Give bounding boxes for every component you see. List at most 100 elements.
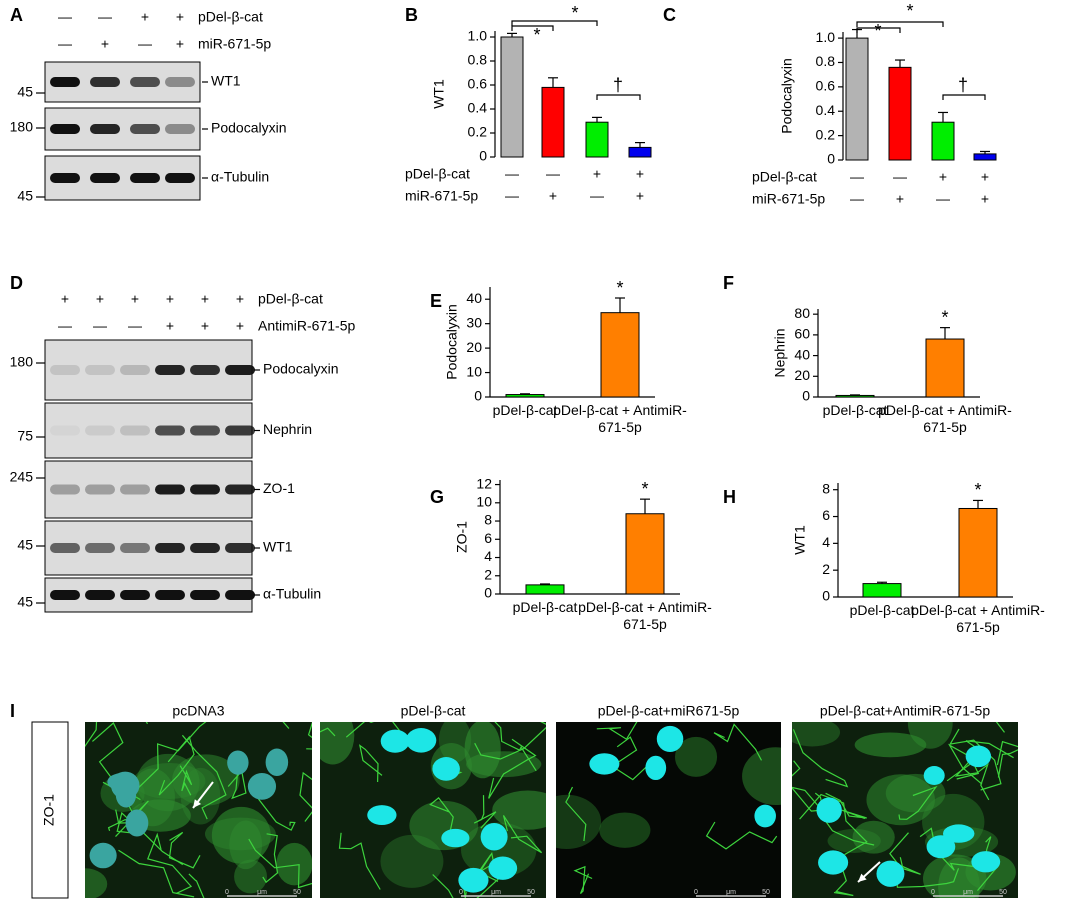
annotation: * (874, 21, 881, 41)
nucleus (405, 728, 437, 753)
scale-label: 50 (762, 889, 770, 896)
blot-band (190, 484, 220, 495)
bar (931, 121, 955, 161)
bar (505, 394, 545, 398)
blot-band (50, 365, 80, 375)
junction (889, 832, 921, 875)
nucleus (432, 757, 460, 781)
junction (179, 765, 193, 796)
blot-band (50, 173, 80, 183)
junction (299, 771, 312, 822)
y-tick-label: 10 (466, 363, 482, 379)
category-sign: — (590, 188, 604, 204)
category-sign: — (546, 166, 560, 182)
blot-band (190, 365, 220, 375)
bar (973, 153, 997, 161)
cytoplasm (938, 857, 981, 898)
nucleus (110, 771, 140, 800)
panel-label: A (10, 5, 23, 25)
size-marker: 45 (17, 188, 33, 204)
y-tick-label: 0.8 (816, 53, 836, 69)
bar (628, 146, 652, 158)
junction (947, 743, 983, 785)
blot-band (85, 484, 115, 495)
junction (262, 833, 279, 884)
blot-band (225, 543, 255, 553)
blot-band (120, 484, 150, 495)
category-box: pDel-β-cat + AntimiR-671-5p (578, 599, 712, 632)
cytoplasm (276, 842, 312, 886)
condition-label: miR-671-5p (198, 36, 271, 52)
condition-sign: + (131, 291, 139, 307)
bar (541, 86, 565, 158)
category-label: pDel-β-cat + AntimiR-671-5p (911, 602, 1045, 635)
scale-label: 0 (694, 889, 698, 896)
panel-label: C (663, 5, 676, 25)
cytoplasm (742, 747, 781, 806)
category-box: pDel-β-cat (823, 402, 888, 418)
y-tick-label: 30 (466, 314, 482, 330)
blot-band (165, 124, 195, 134)
junction (814, 792, 875, 846)
bar (925, 338, 965, 398)
y-tick-label: 2 (822, 561, 830, 577)
junction (488, 738, 537, 799)
category-sign: + (981, 169, 989, 185)
y-tick-label: 20 (794, 367, 810, 383)
y-tick-label: 0 (479, 148, 487, 164)
blot-band (120, 425, 150, 436)
nucleus (971, 851, 1001, 873)
junction (898, 785, 938, 820)
size-marker: 180 (10, 119, 34, 135)
panel-label: I (10, 701, 15, 721)
junction (306, 722, 312, 750)
condition-sign: — (98, 9, 112, 25)
band-label: α-Tubulin (263, 586, 321, 602)
category-sign: + (549, 188, 557, 204)
category-sign: + (636, 166, 644, 182)
condition-sign: + (201, 291, 209, 307)
junction (705, 821, 778, 850)
blot-band (155, 425, 185, 436)
cytoplasm (380, 834, 444, 888)
blot-band (130, 173, 160, 183)
condition-sign: — (93, 318, 107, 334)
category-box: pDel-β-cat (493, 402, 558, 418)
junction (345, 722, 411, 745)
blot-band (225, 425, 255, 436)
micrograph-content: 0 μm 50 (792, 722, 1018, 898)
arrow-head (858, 873, 867, 882)
condition-sign: + (201, 318, 209, 334)
bar (958, 507, 998, 598)
y-tick-label: 4 (822, 534, 830, 550)
y-tick-label: 80 (794, 305, 810, 321)
annotation: * (941, 307, 948, 327)
annotation: * (616, 278, 623, 298)
category-label: pDel-β-cat + AntimiR-671-5p (553, 402, 687, 435)
junction (565, 786, 587, 842)
junction (502, 815, 543, 854)
condition-label: AntimiR-671-5p (258, 318, 355, 334)
junction (158, 735, 195, 796)
micrograph: 0 μm 50 (556, 722, 781, 898)
category-label: pDel-β-cat + AntimiR-671-5p (878, 402, 1012, 435)
annotation: * (641, 479, 648, 499)
cytoplasm (866, 774, 935, 826)
blot-band (225, 484, 255, 495)
junction (996, 740, 1018, 778)
condition-sign: + (166, 318, 174, 334)
panel-label: F (723, 273, 734, 293)
bar (600, 312, 640, 398)
blot-band (190, 425, 220, 436)
condition-label: pDel-β-cat (258, 291, 323, 307)
junction (320, 727, 336, 737)
bar (835, 394, 875, 398)
scale-label: 0 (931, 889, 935, 896)
y-tick-label: 0 (484, 585, 492, 601)
nucleus (247, 772, 277, 800)
blot-band (90, 173, 120, 183)
blot-band (120, 543, 150, 553)
micrograph: 0 μm 50 (320, 722, 546, 898)
y-axis-label: WT1 (431, 79, 447, 109)
bar (500, 36, 524, 158)
